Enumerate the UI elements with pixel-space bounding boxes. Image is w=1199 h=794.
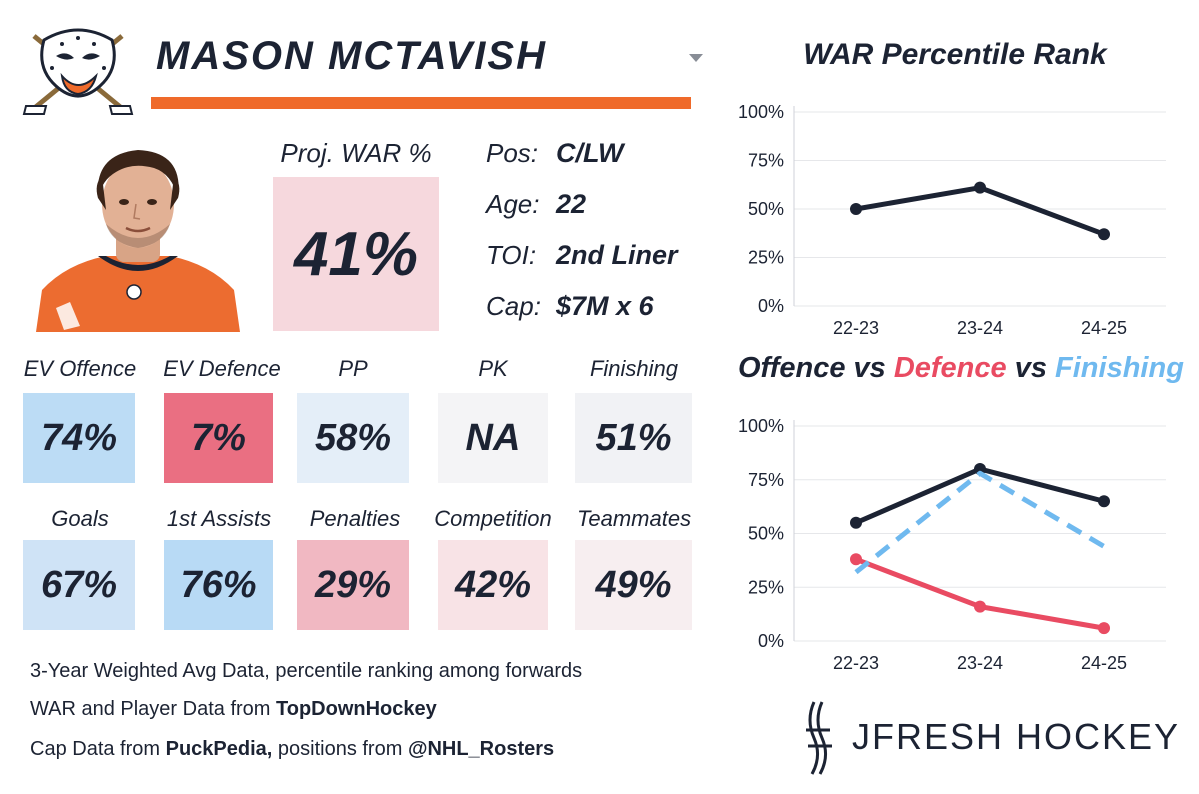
stat-label-penalties: Penalties	[309, 506, 401, 531]
comparison-chart-title: Offence vs Defence vs Finishing	[738, 352, 1184, 385]
stat-label-ev-defence: EV Defence	[163, 356, 281, 381]
y-tick-label: 25%	[748, 248, 784, 268]
stat-label-teammates: Teammates	[576, 506, 692, 531]
proj-war-value: 41%	[293, 219, 419, 289]
stat-value-teammates: 49%	[595, 563, 672, 606]
team-logo	[22, 22, 134, 116]
title-finishing: Finishing	[1055, 352, 1184, 384]
stat-label-pk: PK	[478, 356, 508, 381]
age-value: 22	[556, 189, 587, 219]
title-underline	[151, 97, 691, 109]
stat-label-goals: Goals	[51, 506, 109, 531]
chevron-down-icon[interactable]	[689, 54, 703, 62]
data-point-defence	[974, 600, 986, 613]
y-tick-label: 50%	[748, 199, 784, 219]
data-point-war	[1098, 228, 1110, 241]
data-point-war	[850, 203, 862, 215]
series-line-defence	[855, 556, 1105, 631]
stat-card-teammates: 49%	[575, 540, 692, 630]
x-tick-label: 23-24	[957, 318, 1003, 338]
stat-label-1st-assists: 1st Assists	[166, 506, 272, 531]
title-vs-2: vs	[1006, 352, 1056, 384]
stat-card-ev-defence: 7%	[164, 393, 273, 483]
proj-war-label: Proj. WAR %	[280, 138, 432, 168]
x-tick-label: 22-23	[833, 653, 879, 673]
stat-label-pp: PP	[338, 356, 368, 381]
y-tick-label: 75%	[748, 470, 784, 490]
stat-card-1st-assists: 76%	[164, 540, 273, 630]
toi-value: 2nd Liner	[556, 240, 678, 270]
note-cap-source: Cap Data from PuckPedia, positions from …	[30, 738, 554, 761]
stat-value-pk: NA	[465, 416, 521, 459]
data-point-defence	[1098, 622, 1110, 635]
data-point-defence	[850, 553, 862, 566]
note-cap-source-prefix: Cap Data from	[30, 738, 166, 760]
y-tick-label: 100%	[738, 102, 784, 122]
proj-war-card: 41%	[273, 177, 439, 331]
stat-value-ev-offence: 74%	[40, 416, 118, 459]
stat-label-finishing: Finishing	[589, 356, 679, 381]
topdownhockey-credit: TopDownHockey	[276, 698, 437, 720]
x-tick-label: 24-25	[1081, 318, 1127, 338]
war-chart-title: WAR Percentile Rank	[803, 38, 1107, 71]
y-tick-label: 0%	[758, 296, 784, 316]
x-tick-label: 22-23	[833, 318, 879, 338]
y-tick-label: 0%	[758, 631, 784, 651]
cap-value: $7M x 6	[556, 291, 654, 321]
data-point-offence	[850, 516, 862, 529]
note-war-source-prefix: WAR and Player Data from	[30, 698, 277, 720]
title-vs-1: vs	[845, 352, 894, 384]
note-war-source: WAR and Player Data from TopDownHockey	[30, 698, 437, 721]
pos-value: C/LW	[556, 138, 624, 168]
player-name: MASON MCTAVISH	[156, 34, 547, 78]
stat-card-finishing: 51%	[575, 393, 692, 483]
brand-wordmark: JFRESH HOCKEY	[852, 716, 1181, 757]
x-tick-label: 23-24	[957, 653, 1003, 673]
series-line-finishing	[854, 470, 1106, 575]
puckpedia-credit: PuckPedia,	[165, 738, 273, 760]
data-point-war	[974, 181, 986, 194]
player-headshot	[36, 140, 240, 332]
stat-card-pk: NA	[438, 393, 548, 483]
note-positions-prefix: positions from	[272, 738, 408, 760]
stat-value-penalties: 29%	[314, 563, 392, 606]
jfresh-logo-icon	[800, 700, 840, 776]
war-percentile-chart: 0% 25% 50% 75% 100% 22-23 23-24 24-25	[738, 102, 1166, 338]
data-point-offence	[1098, 495, 1110, 508]
stat-label-ev-offence: EV Offence	[23, 356, 137, 381]
series-line-offence	[855, 466, 1105, 526]
cap-label: Cap:	[486, 291, 541, 321]
stat-label-competition: Competition	[434, 506, 552, 531]
toi-label: TOI:	[486, 240, 537, 270]
age-label: Age:	[486, 189, 540, 219]
title-defence: Defence	[893, 352, 1007, 384]
note-methodology: 3-Year Weighted Avg Data, percentile ran…	[30, 660, 583, 682]
title-offence: Offence	[738, 352, 846, 384]
stat-card-pp: 58%	[297, 393, 409, 483]
y-tick-label: 25%	[748, 577, 784, 597]
stat-card-ev-offence: 74%	[23, 393, 135, 483]
stat-value-finishing: 51%	[595, 416, 672, 459]
nhl-rosters-credit: @NHL_Rosters	[407, 738, 555, 760]
stat-value-pp: 58%	[314, 416, 392, 459]
stat-value-goals: 67%	[40, 563, 118, 606]
stat-value-competition: 42%	[454, 563, 532, 606]
stat-card-penalties: 29%	[297, 540, 409, 630]
x-tick-label: 24-25	[1081, 653, 1127, 673]
stat-card-competition: 42%	[438, 540, 548, 630]
y-tick-label: 50%	[748, 524, 784, 544]
series-line-war	[855, 185, 1105, 237]
y-tick-label: 75%	[748, 151, 784, 171]
data-point-offence	[974, 463, 986, 475]
y-tick-label: 100%	[738, 416, 784, 436]
offence-defence-finishing-chart: 0% 25% 50% 75% 100% 22-23 23-24 24-25	[738, 416, 1166, 673]
stat-value-ev-defence: 7%	[191, 416, 246, 459]
stat-card-goals: 67%	[23, 540, 135, 630]
stat-value-1st-assists: 76%	[180, 563, 257, 606]
pos-label: Pos:	[486, 138, 539, 168]
